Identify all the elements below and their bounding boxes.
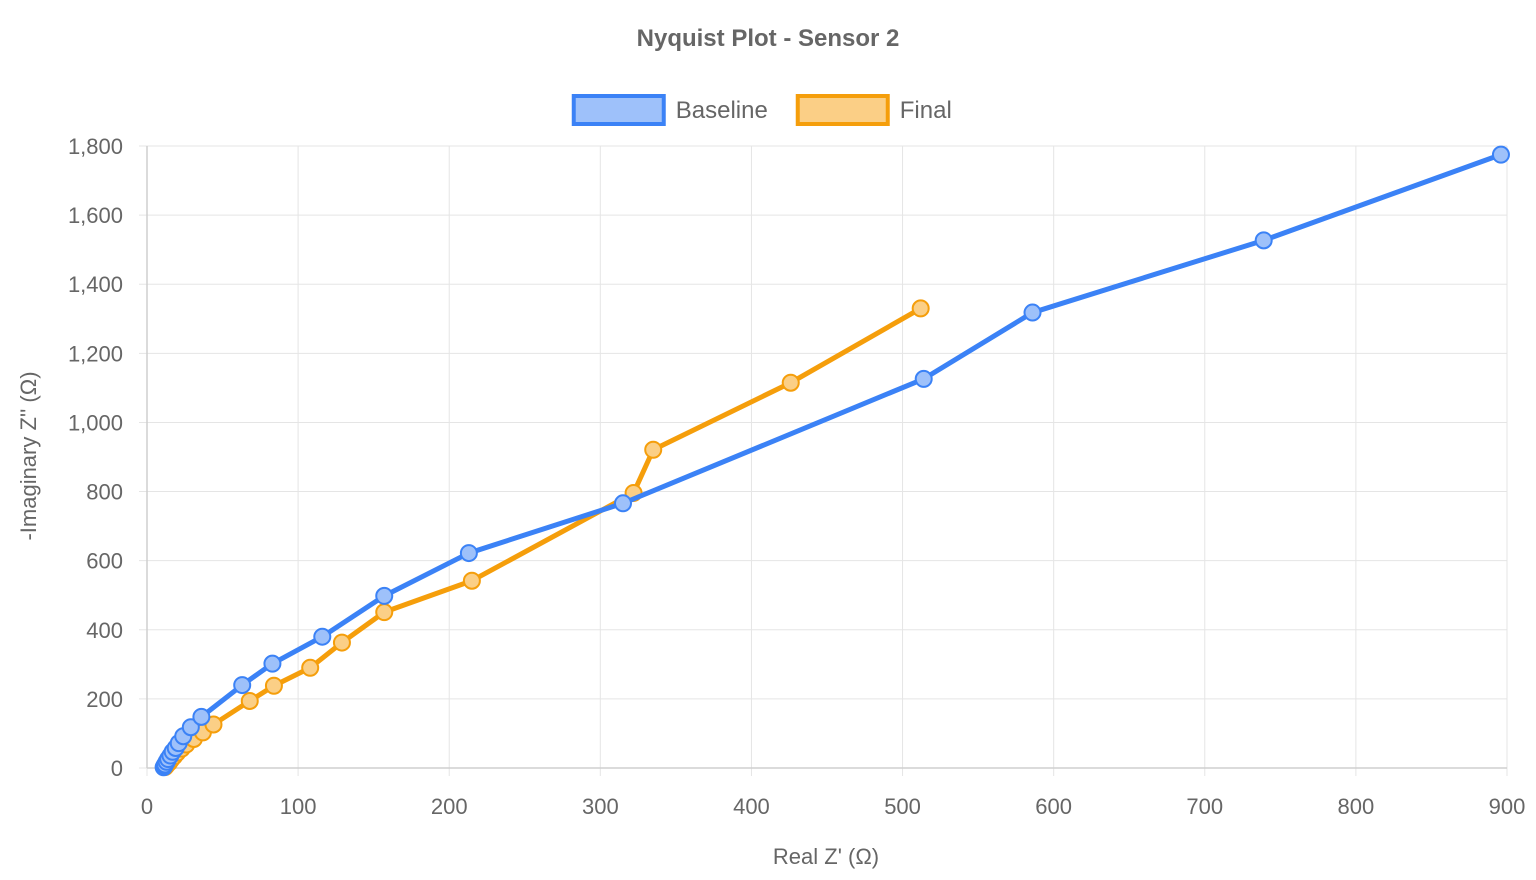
x-tick-label: 500 [884, 794, 921, 819]
x-tick-label: 0 [141, 794, 153, 819]
data-point-final[interactable] [911, 299, 930, 318]
data-point-final[interactable] [332, 633, 351, 652]
x-tick-label: 700 [1186, 794, 1223, 819]
y-tick-label: 800 [86, 480, 123, 505]
data-point-final[interactable] [781, 373, 800, 392]
y-tick-label: 600 [86, 549, 123, 574]
data-point-baseline[interactable] [181, 718, 200, 737]
legend-item-baseline[interactable]: Baseline [571, 94, 768, 126]
data-point-baseline[interactable] [914, 369, 933, 388]
data-point-final[interactable] [264, 676, 283, 695]
data-point-final[interactable] [462, 571, 481, 590]
x-tick-label: 200 [431, 794, 468, 819]
data-point-baseline[interactable] [614, 494, 632, 513]
data-point-baseline[interactable] [192, 707, 211, 726]
axes [146, 146, 1507, 769]
x-axis-title: Real Z' (Ω) [773, 844, 879, 869]
data-point-final[interactable] [375, 603, 394, 622]
y-tick-label: 1,600 [68, 203, 123, 228]
legend[interactable]: Baseline Final [571, 94, 952, 126]
y-tick-label: 1,400 [68, 272, 123, 297]
chart-title: Nyquist Plot - Sensor 2 [637, 25, 900, 52]
x-tick-label: 400 [733, 794, 770, 819]
legend-item-final[interactable]: Final [795, 94, 952, 126]
data-point-final[interactable] [240, 691, 259, 710]
series-line-final [162, 305, 924, 770]
series-group [154, 145, 1510, 777]
tick-labels: 0 100 200 300 400 500 600 700 800 900 0 200 400 600 80… [68, 134, 1525, 819]
y-tick-label: 1,200 [68, 341, 123, 366]
series-baseline [154, 145, 1510, 777]
data-point-baseline[interactable] [263, 654, 282, 673]
grid-lines [139, 145, 1508, 776]
legend-label-baseline: Baseline [676, 97, 768, 124]
data-point-baseline[interactable] [375, 586, 394, 605]
data-point-baseline[interactable] [1254, 231, 1273, 250]
x-tick-label: 900 [1489, 794, 1526, 819]
data-point-baseline[interactable] [313, 627, 332, 646]
data-point-final[interactable] [301, 658, 320, 677]
y-tick-label: 1,000 [68, 410, 123, 435]
data-point-baseline[interactable] [233, 676, 252, 695]
x-tick-label: 100 [280, 794, 317, 819]
y-axis-title: -Imaginary Z'' (Ω) [16, 371, 41, 540]
y-tick-label: 400 [86, 618, 123, 643]
legend-label-final: Final [900, 97, 952, 124]
data-point-baseline[interactable] [1491, 145, 1510, 164]
x-tick-label: 600 [1035, 794, 1072, 819]
series-final [156, 299, 930, 776]
series-line-baseline [161, 152, 1504, 770]
data-point-final[interactable] [644, 440, 663, 459]
y-tick-label: 200 [86, 687, 123, 712]
x-tick-label: 300 [582, 794, 619, 819]
legend-swatch-baseline [571, 94, 666, 126]
y-tick-label: 0 [111, 756, 123, 781]
data-point-baseline[interactable] [1023, 303, 1042, 322]
x-tick-label: 800 [1338, 794, 1375, 819]
data-point-baseline[interactable] [459, 544, 478, 563]
legend-swatch-final [795, 94, 890, 126]
y-tick-label: 1,800 [68, 134, 123, 159]
